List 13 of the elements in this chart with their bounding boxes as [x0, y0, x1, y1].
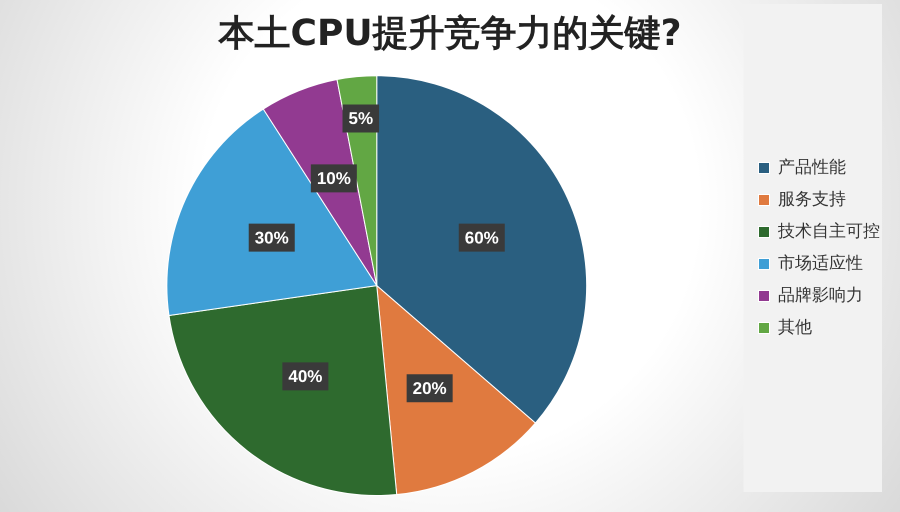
legend-label: 其他 — [778, 317, 812, 338]
data-label: 40% — [288, 367, 322, 386]
legend-label: 品牌影响力 — [778, 285, 863, 306]
data-label: 30% — [254, 228, 289, 248]
data-label: 5% — [348, 109, 374, 128]
chart-title: 本土CPU提升竞争力的关键? — [218, 12, 682, 54]
data-label: 60% — [464, 228, 499, 248]
legend-label: 服务支持 — [778, 189, 846, 210]
data-label: 10% — [316, 169, 351, 188]
data-label: 20% — [412, 378, 447, 398]
legend-label: 市场适应性 — [778, 253, 863, 274]
legend-label: 技术自主可控 — [777, 221, 880, 242]
legend-label: 产品性能 — [778, 157, 846, 178]
